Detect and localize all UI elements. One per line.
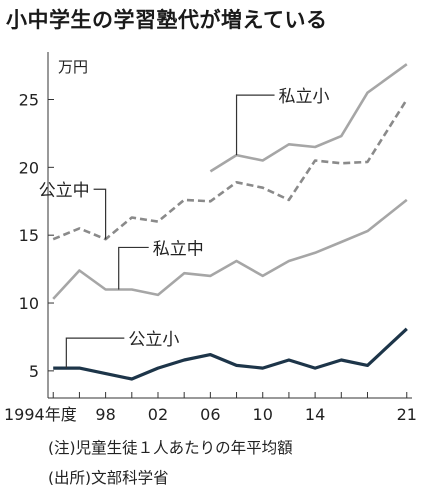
series-line: [53, 327, 408, 381]
x-tick-label: 14: [305, 405, 325, 424]
y-tick-label: 25: [19, 90, 39, 109]
x-tick-label: 21: [397, 405, 417, 424]
callout-leader: [118, 246, 149, 290]
callout-leader: [93, 188, 107, 240]
x-tick-label: 02: [148, 405, 168, 424]
x-tick-label: 1994年度: [4, 405, 77, 424]
y-tick-label: 20: [19, 158, 39, 177]
series-line: [52, 98, 408, 241]
series-label: 公立中: [39, 181, 90, 201]
series-line: [52, 198, 408, 300]
y-tick-label: 15: [19, 226, 39, 245]
source-note: (出所)文部科学省: [48, 469, 169, 487]
series-label: 公立小: [128, 330, 179, 350]
x-tick-label: 10: [253, 405, 273, 424]
series-line: [209, 63, 408, 173]
callout-leader: [65, 337, 125, 369]
series-label: 私立小: [279, 87, 330, 107]
series-label: 私立中: [153, 239, 204, 259]
footnote: (注)児童生徒１人あたりの年平均額: [48, 439, 293, 457]
callout-leader: [235, 94, 275, 156]
y-tick-label: 10: [19, 294, 39, 313]
x-tick-label: 98: [95, 405, 115, 424]
x-tick-label: 06: [200, 405, 220, 424]
y-unit-label: 万円: [58, 58, 88, 76]
y-tick-label: 5: [29, 362, 39, 381]
chart-title: 小中学生の学習塾代が増えている: [6, 8, 328, 32]
